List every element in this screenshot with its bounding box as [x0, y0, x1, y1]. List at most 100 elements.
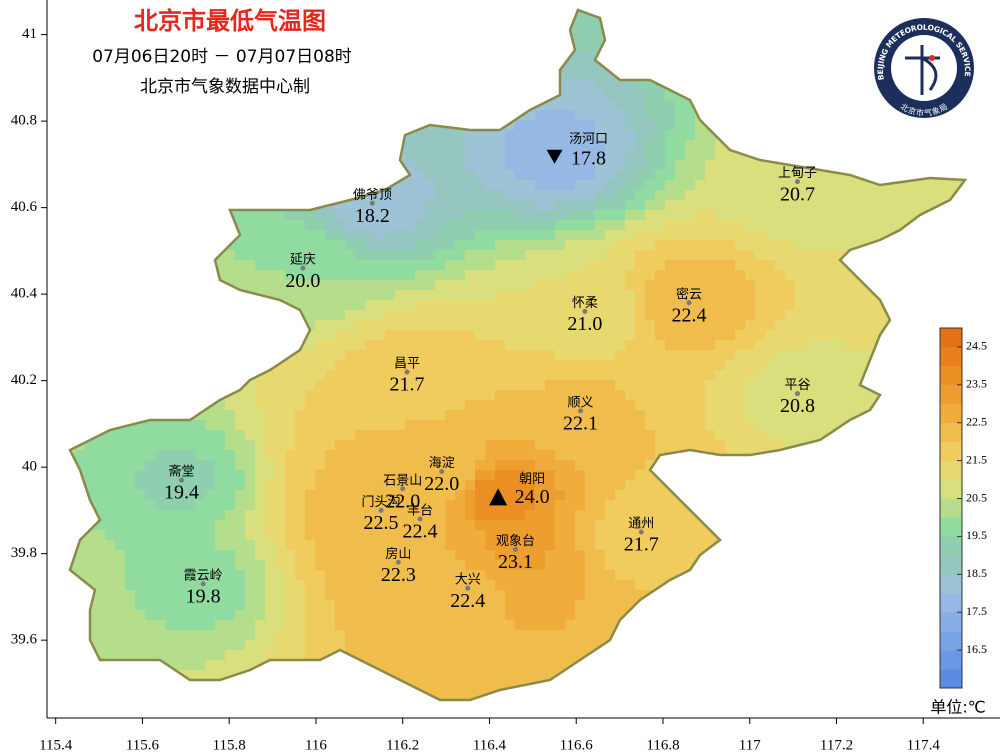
- field-cell: [365, 290, 376, 301]
- field-cell: [535, 70, 546, 81]
- field-cell: [75, 320, 86, 331]
- field-cell: [385, 270, 396, 281]
- field-cell: [595, 150, 606, 161]
- field-cell: [945, 150, 956, 161]
- field-cell: [795, 130, 806, 141]
- field-cell: [645, 160, 656, 171]
- field-cell: [505, 350, 516, 361]
- field-cell: [315, 480, 326, 491]
- field-cell: [645, 460, 656, 471]
- field-cell: [725, 400, 736, 411]
- field-cell: [715, 170, 726, 181]
- field-cell: [645, 300, 656, 311]
- field-cell: [655, 240, 666, 251]
- field-cell: [545, 10, 556, 11]
- field-cell: [165, 270, 176, 281]
- field-cell: [785, 390, 796, 401]
- field-cell: [565, 130, 576, 141]
- field-cell: [745, 270, 756, 281]
- field-cell: [855, 130, 866, 141]
- field-cell: [815, 340, 826, 351]
- field-cell: [825, 330, 836, 341]
- field-cell: [685, 50, 696, 61]
- field-cell: [665, 210, 676, 221]
- field-cell: [115, 10, 126, 11]
- field-cell: [105, 470, 116, 481]
- field-cell: [115, 460, 126, 471]
- field-cell: [175, 160, 186, 171]
- field-cell: [665, 390, 676, 401]
- field-cell: [645, 310, 656, 321]
- field-cell: [105, 20, 116, 31]
- field-cell: [955, 160, 965, 171]
- field-cell: [445, 200, 456, 211]
- field-cell: [75, 370, 86, 381]
- field-cell: [105, 330, 116, 341]
- field-cell: [885, 140, 896, 151]
- field-cell: [685, 10, 696, 21]
- field-cell: [805, 20, 816, 31]
- field-cell: [795, 250, 806, 261]
- field-cell: [715, 10, 726, 21]
- field-cell: [305, 160, 316, 171]
- field-cell: [925, 370, 936, 381]
- field-cell: [705, 100, 716, 111]
- field-cell: [285, 250, 296, 261]
- field-cell: [775, 130, 786, 141]
- field-cell: [545, 300, 556, 311]
- field-cell: [205, 270, 216, 281]
- field-cell: [355, 330, 366, 341]
- field-cell: [925, 350, 936, 361]
- field-cell: [55, 450, 66, 461]
- field-cell: [855, 340, 866, 351]
- field-cell: [475, 60, 486, 71]
- field-cell: [805, 330, 816, 341]
- field-cell: [685, 370, 696, 381]
- field-cell: [265, 210, 276, 221]
- field-cell: [275, 460, 286, 471]
- field-cell: [125, 340, 136, 351]
- field-cell: [665, 400, 676, 411]
- field-cell: [585, 270, 596, 281]
- field-cell: [155, 440, 166, 451]
- field-cell: [905, 190, 916, 201]
- field-cell: [755, 40, 766, 51]
- field-cell: [555, 180, 566, 191]
- field-cell: [70, 420, 76, 431]
- field-cell: [185, 360, 196, 371]
- field-cell: [725, 420, 736, 431]
- field-cell: [585, 480, 596, 491]
- field-cell: [215, 330, 226, 341]
- field-cell: [305, 190, 316, 201]
- field-cell: [105, 390, 116, 401]
- field-cell: [275, 510, 286, 521]
- field-cell: [315, 140, 326, 151]
- field-cell: [665, 230, 676, 241]
- field-cell: [595, 500, 606, 511]
- field-cell: [70, 460, 76, 471]
- field-cell: [425, 510, 436, 521]
- field-cell: [915, 390, 926, 401]
- field-cell: [535, 360, 546, 371]
- field-cell: [315, 190, 326, 201]
- field-cell: [215, 470, 226, 481]
- field-cell: [965, 210, 976, 221]
- field-cell: [875, 470, 886, 481]
- field-cell: [85, 20, 96, 31]
- field-cell: [285, 460, 296, 471]
- field-cell: [525, 260, 536, 271]
- field-cell: [535, 500, 546, 511]
- field-cell: [365, 250, 376, 261]
- field-cell: [515, 70, 526, 81]
- field-cell: [195, 390, 206, 401]
- field-cell: [625, 10, 636, 11]
- field-cell: [715, 120, 726, 131]
- field-cell: [665, 60, 676, 71]
- field-cell: [825, 240, 836, 251]
- field-cell: [75, 240, 86, 251]
- field-cell: [125, 210, 136, 221]
- field-cell: [625, 420, 636, 431]
- field-cell: [735, 190, 746, 201]
- field-cell: [755, 520, 766, 531]
- field-cell: [425, 330, 436, 341]
